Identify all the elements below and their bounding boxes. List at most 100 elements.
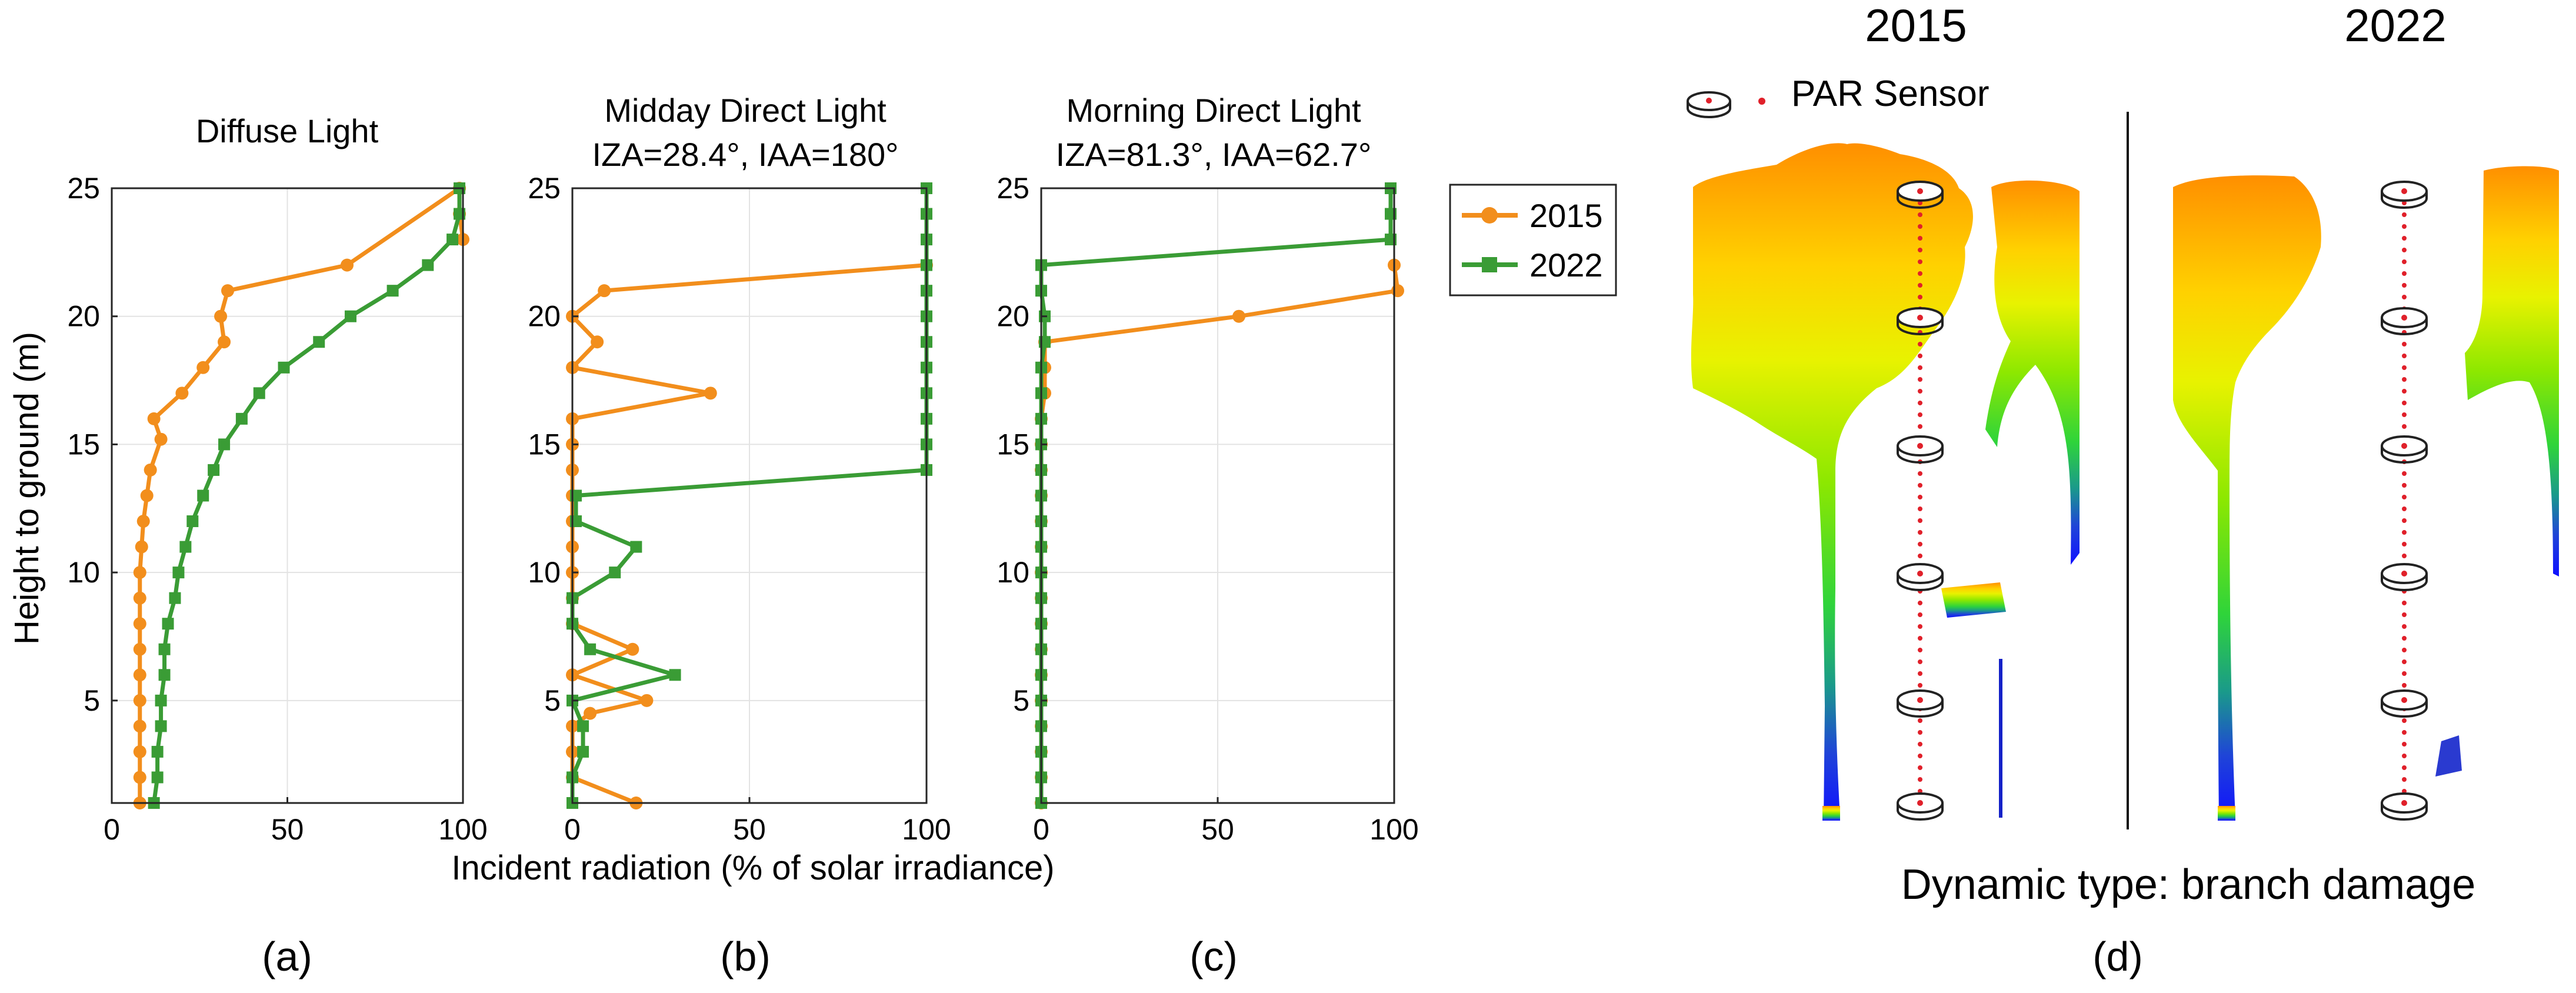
tree-2022-point-cloud [2173,166,2559,821]
par-sensor-dot [1917,315,1923,321]
tree-2015-branch-fragment [1941,582,2006,618]
point-2022 [218,438,231,451]
par-sensor-side [2381,318,2428,335]
sensor-legend-label: PAR Sensor [1791,74,1990,114]
panel-b-label: (b) [720,934,771,979]
x-tick-label: 50 [1201,813,1234,846]
y-tick-label: 25 [997,172,1029,205]
tree-2022-neighbor [2465,166,2559,577]
par-sensor-dot [2401,800,2407,806]
point-2022 [386,285,399,297]
point-2015 [704,386,717,400]
point-2022 [630,541,642,553]
point-2015 [175,386,189,400]
par-sensor-side [1897,803,1944,821]
point-2022 [179,541,192,553]
par-sensor [2381,435,2428,464]
point-2015 [133,591,146,605]
y-tick-label: 25 [67,172,100,205]
par-sensor [1897,563,1944,591]
y-tick-label: 5 [84,684,100,717]
point-2015 [133,745,146,758]
sensor-column-2015 [1897,181,1944,821]
point-2022 [158,643,171,655]
par-sensor-side [1897,318,1944,335]
y-tick-label: 20 [997,300,1029,333]
legend-label-2015: 2015 [1529,197,1603,234]
point-2015 [340,258,354,272]
par-sensor [2381,181,2428,209]
par-sensor [1897,689,1944,718]
x-tick-label: 100 [902,813,951,846]
par-sensor-dot [1917,697,1923,703]
point-2015 [140,489,154,502]
par-sensor-side [1897,191,1944,209]
point-2015 [584,707,597,720]
x-tick-label: 0 [104,813,120,846]
y-tick-label: 15 [997,428,1029,461]
panel-a-label: (a) [262,934,312,979]
point-2022 [253,387,265,399]
point-2015 [196,361,210,374]
point-2015 [154,432,168,446]
point-2015 [1391,284,1404,298]
par-sensor-side [2381,446,2428,464]
x-tick-label: 50 [733,813,766,846]
legend-label-2022: 2022 [1529,246,1603,284]
tree-2022-crown-trunk [2173,175,2321,821]
point-2022 [169,592,181,604]
point-2015 [626,642,639,656]
point-2022 [669,669,681,681]
par-sensor [1897,307,1944,335]
point-2022 [313,336,325,348]
x-tick-label: 100 [1369,813,1418,846]
legend: 2015 2022 [1449,184,1617,296]
point-2022 [278,361,290,374]
panel-d-label: (d) [2092,934,2143,979]
par-sensor [2381,307,2428,335]
panel-c-grid [1041,188,1395,803]
y-tick-label: 20 [528,300,561,333]
y-tick-label: 10 [997,556,1029,589]
y-tick-label: 5 [544,684,561,717]
point-2015 [598,284,611,298]
point-2015 [133,719,146,733]
series-line-2022 [1039,188,1393,803]
par-sensor-side [2381,700,2428,718]
point-2022 [151,771,164,784]
panel-c-label: (c) [1189,934,1238,979]
legend-marker-2015 [1481,207,1498,224]
panel-d-caption: Dynamic type: branch damage [1901,861,2476,908]
point-2015 [640,694,654,707]
point-2022 [158,669,171,681]
x-tick-label: 100 [438,813,487,846]
par-sensor-dot [1917,443,1923,449]
panel-d-point-clouds: 2015 2022 PAR Sensor Dyn [1687,0,2559,979]
x-tick-label: 0 [1033,813,1049,846]
par-sensor-dot [1917,571,1923,577]
point-2015 [133,668,146,682]
par-sensor-dot [2401,188,2407,194]
legend-box [1449,184,1617,296]
tree-2015-thin-stem [1999,659,2002,818]
point-2015 [591,335,604,349]
x-tick-label: 50 [271,813,304,846]
par-sensor-side [2381,191,2428,209]
point-2015 [135,540,148,554]
par-sensor [1897,435,1944,464]
series-line-2015 [1039,265,1400,803]
par-sensor [2381,689,2428,718]
point-2022 [197,489,209,502]
panel-c-morning-direct-light: Morning Direct Light IZA=81.3°, IAA=62.7… [997,92,1418,979]
panel-a-title: Diffuse Light [196,112,379,149]
tree-2015-neighbor [1985,180,2080,565]
point-2022 [186,515,199,528]
par-sensor [2381,563,2428,591]
panel-b-title-line2: IZA=28.4°, IAA=180° [592,136,898,173]
par-sensor-side [1897,574,1944,591]
par-sensor-legend: PAR Sensor [1687,74,1990,118]
panel-c-title-line1: Morning Direct Light [1066,92,1361,129]
par-sensor-side [2381,574,2428,591]
point-2022 [577,745,589,758]
